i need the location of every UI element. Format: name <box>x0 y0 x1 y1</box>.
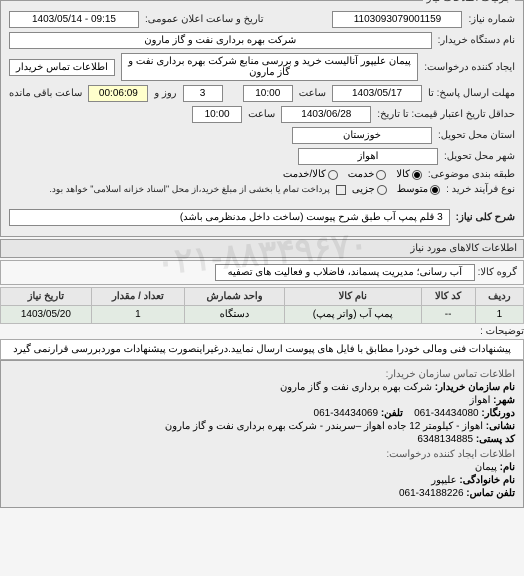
group-label: گروه کالا: <box>478 267 517 278</box>
subjcat-opt-2[interactable]: کالا/خدمت <box>283 169 338 180</box>
row-deadline: مهلت ارسال پاسخ: تا 1403/05/17 ساعت 10:0… <box>9 85 515 102</box>
remarks-label: توضیحات : <box>480 326 524 337</box>
desc-label: شرح کلی نیاز: <box>456 212 515 223</box>
subjcat-radio-group: کالا خدمت کالا/خدمت <box>283 169 422 180</box>
panel-title: جزئیات اطلاعات نیاز <box>423 0 515 4</box>
f-fax-label: دورنگار: <box>481 408 515 419</box>
remain-time: 00:06:09 <box>88 85 148 102</box>
province-value: خوزستان <box>292 127 432 144</box>
row-buyer-org: نام دستگاه خریدار: شرکت بهره برداری نفت … <box>9 32 515 49</box>
subjcat-label: طبقه بندی موضوعی: <box>428 169 515 180</box>
validity-date: 1403/06/28 <box>281 106 371 123</box>
footer-panel: اطلاعات تماس سازمان خریدار: نام سازمان خ… <box>0 360 524 508</box>
radio-icon <box>377 185 387 195</box>
col-unit: واحد شمارش <box>185 288 285 306</box>
validity-time: 10:00 <box>192 106 242 123</box>
remain-days: 3 <box>183 85 223 102</box>
f-lname: علیپور <box>431 475 456 486</box>
radio-icon <box>430 185 440 195</box>
col-qty: تعداد / مقدار <box>91 288 184 306</box>
subjcat-opt-0[interactable]: کالا <box>396 169 422 180</box>
radio-icon <box>328 170 338 180</box>
buyer-org-value: شرکت بهره برداری نفت و گاز مارون <box>9 32 432 49</box>
cell-date: 1403/05/20 <box>1 306 92 324</box>
validity-time-sep: ساعت <box>248 109 275 120</box>
items-section-header: اطلاعات کالاهای مورد نیاز <box>0 239 524 258</box>
table-header-row: ردیف کد کالا نام کالا واحد شمارش تعداد /… <box>1 288 524 306</box>
remain-suffix: ساعت باقی مانده <box>9 88 82 99</box>
f-fax: 34434080-061 <box>414 408 479 419</box>
desc-value: 3 قلم پمپ آب طبق شرح پیوست (ساخت داخل مد… <box>9 209 450 226</box>
f-name: پیمان <box>475 462 497 473</box>
cell-qty: 1 <box>91 306 184 324</box>
radio-icon <box>376 170 386 180</box>
items-table: ردیف کد کالا نام کالا واحد شمارش تعداد /… <box>0 287 524 324</box>
deadline-time-sep: ساعت <box>299 88 326 99</box>
col-row: ردیف <box>475 288 523 306</box>
remain-mid-label: روز و <box>154 88 176 99</box>
f-creator-hdr: اطلاعات ایجاد کننده درخواست: <box>9 449 515 460</box>
row-subject-cat: طبقه بندی موضوعی: کالا خدمت کالا/خدمت <box>9 169 515 180</box>
table-row: 1 -- پمپ آب (واتر پمپ) دستگاه 1 1403/05/… <box>1 306 524 324</box>
cell-unit: دستگاه <box>185 306 285 324</box>
row-buytype: نوع فرآیند خرید : متوسط جزیی پرداخت تمام… <box>9 184 515 195</box>
creator-value: پیمان علیپور آنالیست خرید و بررسی منابع … <box>121 53 418 81</box>
cell-name: پمپ آب (واتر پمپ) <box>284 306 421 324</box>
buytype-label: نوع فرآیند خرید : <box>446 184 515 195</box>
req-no-label: شماره نیاز: <box>468 14 515 25</box>
radio-icon <box>412 170 422 180</box>
col-code: کد کالا <box>421 288 475 306</box>
col-name: نام کالا <box>284 288 421 306</box>
row-req-no: شماره نیاز: 1103093079001159 تاریخ و ساع… <box>9 11 515 28</box>
row-creator: ایجاد کننده درخواست: پیمان علیپور آنالیس… <box>9 53 515 81</box>
cell-row: 1 <box>475 306 523 324</box>
province-label: استان محل تحویل: <box>438 130 515 141</box>
contact-buyer-button[interactable]: اطلاعات تماس خریدار <box>9 59 115 76</box>
f-tel: 34434069-061 <box>314 408 379 419</box>
f-addr: اهواز - کیلومتر 12 جاده اهواز –سربندر - … <box>165 421 483 432</box>
f-org: شرکت بهره برداری نفت و گاز مارون <box>280 382 432 393</box>
col-date: تاریخ نیاز <box>1 288 92 306</box>
row-province: استان محل تحویل: خوزستان <box>9 127 515 144</box>
main-panel: جزئیات اطلاعات نیاز شماره نیاز: 11030930… <box>0 0 524 237</box>
subjcat-opt-1[interactable]: خدمت <box>348 169 387 180</box>
buytype-opt-0[interactable]: متوسط <box>397 184 440 195</box>
f-post-label: کد پستی: <box>476 434 515 445</box>
buytype-radio-group: متوسط جزیی <box>352 184 440 195</box>
validity-label: حداقل تاریخ اعتبار قیمت: تا تاریخ: <box>377 109 515 120</box>
f-tel-label: تلفن: <box>381 408 403 419</box>
creator-label: ایجاد کننده درخواست: <box>424 62 515 73</box>
remarks-value: پیشنهادات فنی ومالی خودرا مطابق با فایل … <box>0 339 524 360</box>
buyer-org-label: نام دستگاه خریدار: <box>438 35 515 46</box>
f-name-label: نام: <box>500 462 515 473</box>
req-no-value: 1103093079001159 <box>332 11 462 28</box>
deadline-time: 10:00 <box>243 85 293 102</box>
row-remarks: توضیحات : <box>0 326 524 337</box>
f-addr-label: نشانی: <box>486 421 515 432</box>
f-lname-label: نام خانوادگی: <box>459 475 515 486</box>
cell-code: -- <box>421 306 475 324</box>
f-city: اهواز <box>470 395 491 406</box>
group-value: آب رسانی؛ مدیریت پسماند، فاضلاب و فعالیت… <box>215 264 475 281</box>
row-desc: شرح کلی نیاز: 3 قلم پمپ آب طبق شرح پیوست… <box>9 209 515 226</box>
f-post: 6348134885 <box>417 434 473 445</box>
treasury-checkbox[interactable] <box>336 185 346 195</box>
footer-title: اطلاعات تماس سازمان خریدار: <box>9 369 515 380</box>
f-org-label: نام سازمان خریدار: <box>435 382 515 393</box>
city-value: اهواز <box>298 148 438 165</box>
group-box: گروه کالا: آب رسانی؛ مدیریت پسماند، فاضل… <box>0 260 524 285</box>
f-city-label: شهر: <box>493 395 515 406</box>
city-label: شهر محل تحویل: <box>444 151 515 162</box>
row-validity: حداقل تاریخ اعتبار قیمت: تا تاریخ: 1403/… <box>9 106 515 123</box>
deadline-date: 1403/05/17 <box>332 85 422 102</box>
row-city: شهر محل تحویل: اهواز <box>9 148 515 165</box>
deadline-label: مهلت ارسال پاسخ: تا <box>428 88 515 99</box>
f-ctel-label: تلفن تماس: <box>466 488 515 499</box>
pub-dt-value: 09:15 - 1403/05/14 <box>9 11 139 28</box>
f-ctel: 34188226-061 <box>399 488 464 499</box>
buytype-note: پرداخت تمام یا بخشی از مبلغ خرید،از محل … <box>49 184 329 195</box>
buytype-opt-1[interactable]: جزیی <box>352 184 387 195</box>
pub-dt-label: تاریخ و ساعت اعلان عمومی: <box>145 14 264 25</box>
